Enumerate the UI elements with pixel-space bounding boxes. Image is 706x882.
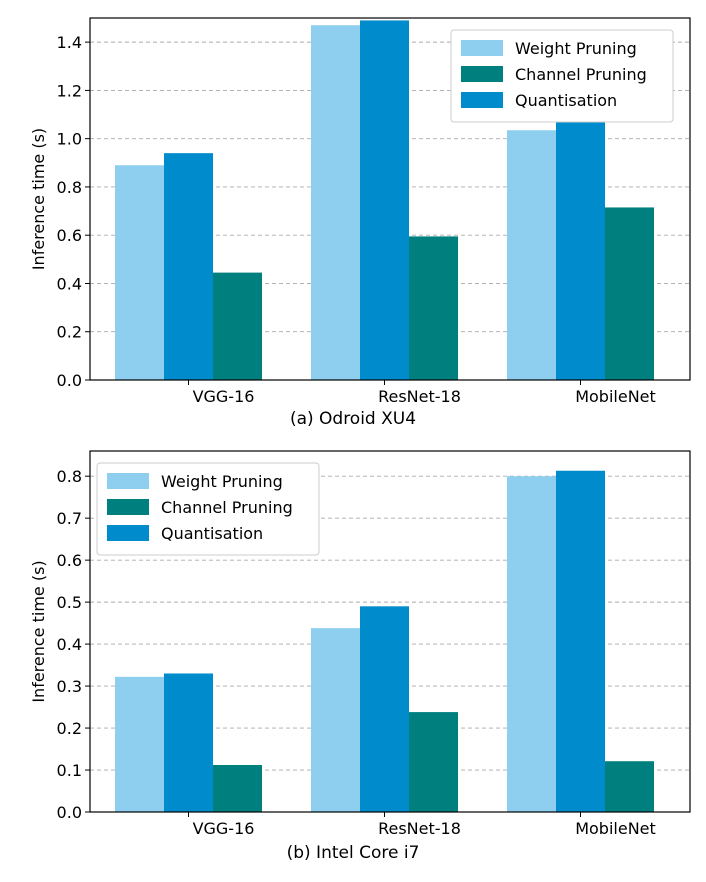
x-tick-label: MobileNet <box>575 819 656 838</box>
y-tick-label: 0.6 <box>57 551 82 570</box>
legend-label: Weight Pruning <box>515 39 637 58</box>
bar-weight-pruning-resnet-18 <box>311 25 360 381</box>
bar-channel-pruning-vgg-16 <box>213 272 262 380</box>
bar-quantisation-resnet-18 <box>360 20 409 381</box>
y-tick-label: 0.7 <box>57 509 82 528</box>
x-tick-label: VGG-16 <box>193 387 255 406</box>
legend-swatch-weight-pruning <box>461 40 503 56</box>
legend-swatch-quantisation <box>461 92 503 108</box>
legend-swatch-weight-pruning <box>107 473 149 489</box>
plot-frame <box>89 17 691 381</box>
y-tick-label: 0.2 <box>57 719 82 738</box>
legend-label: Quantisation <box>161 524 263 543</box>
y-tick-label: 0.6 <box>57 226 82 245</box>
bar-quantisation-mobilenet <box>556 112 605 381</box>
bar-channel-pruning-resnet-18 <box>409 236 458 380</box>
legend-label: Channel Pruning <box>161 498 293 517</box>
y-tick-label: 1.4 <box>57 33 82 52</box>
x-tick-label: MobileNet <box>575 387 656 406</box>
legend: Weight Pruning Channel Pruning Quantisatio… <box>450 29 674 123</box>
y-tick-label: 0.4 <box>57 274 82 293</box>
y-tick-label: 0.1 <box>57 761 82 780</box>
legend-label: Weight Pruning <box>161 472 283 491</box>
y-tick-label: 0.8 <box>57 467 82 486</box>
bar-channel-pruning-mobilenet <box>605 761 654 812</box>
legend-swatch-channel-pruning <box>461 66 503 82</box>
bar-quantisation-vgg-16 <box>164 673 213 812</box>
bar-weight-pruning-mobilenet <box>507 476 556 812</box>
bar-weight-pruning-vgg-16 <box>115 165 164 380</box>
chart-caption: (a) Odroid XU4 <box>290 409 416 429</box>
x-tick-label: ResNet-18 <box>378 819 461 838</box>
y-tick-label: 0.4 <box>57 635 82 654</box>
bar-quantisation-vgg-16 <box>164 153 213 380</box>
y-tick-label: 0.5 <box>57 593 82 612</box>
legend: Weight Pruning Channel Pruning Quantisatio… <box>96 462 320 556</box>
legend-swatch-channel-pruning <box>107 499 149 515</box>
bar-weight-pruning-vgg-16 <box>115 676 164 812</box>
y-tick-label: 1.0 <box>57 130 82 149</box>
bar-quantisation-resnet-18 <box>360 606 409 812</box>
legend-label: Quantisation <box>515 91 617 110</box>
y-tick-label: 0.3 <box>57 677 82 696</box>
legend-label: Channel Pruning <box>515 65 647 84</box>
legend-box <box>450 29 674 123</box>
bar-channel-pruning-resnet-18 <box>409 712 458 812</box>
bar-weight-pruning-mobilenet <box>507 130 556 380</box>
chart-intel-core-i7: 0.0 0.1 0.2 0.3 0.4 0.5 0.6 0.7 0.8 VGG-16 ResNet-… <box>29 450 691 863</box>
legend-box <box>96 462 320 556</box>
x-tick-label: VGG-16 <box>193 819 255 838</box>
bar-weight-pruning-resnet-18 <box>311 628 360 812</box>
y-axis-label: Inference time (s) <box>29 560 48 702</box>
x-tick-label: ResNet-18 <box>378 387 461 406</box>
bar-quantisation-mobilenet <box>556 470 605 812</box>
legend-swatch-quantisation <box>107 525 149 541</box>
y-tick-label: 0.2 <box>57 323 82 342</box>
y-tick-label: 0.0 <box>57 371 82 390</box>
bar-channel-pruning-vgg-16 <box>213 764 262 812</box>
chart-caption: (b) Intel Core i7 <box>287 843 420 863</box>
chart-odroid-xu4: 0.0 0.2 0.4 0.6 0.8 1.0 1.2 1.4 VGG-16 ResNet-18 M… <box>29 17 691 429</box>
y-tick-label: 0.0 <box>57 803 82 822</box>
y-tick-label: 1.2 <box>57 81 82 100</box>
y-axis-label: Inference time (s) <box>29 128 48 270</box>
plot-frame <box>89 450 691 813</box>
bar-channel-pruning-mobilenet <box>605 207 654 380</box>
y-tick-label: 0.8 <box>57 178 82 197</box>
